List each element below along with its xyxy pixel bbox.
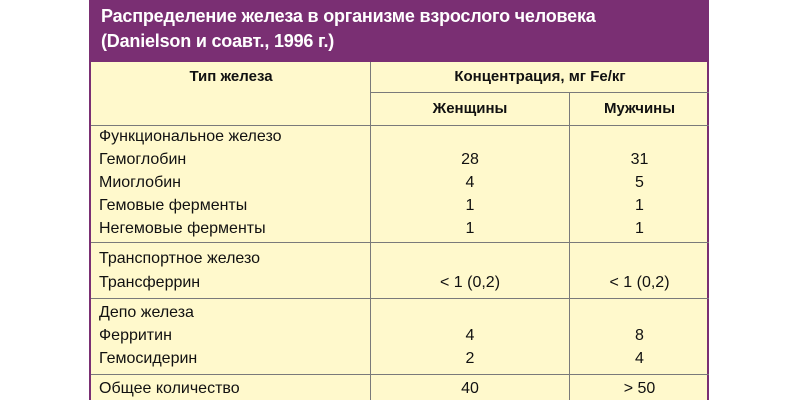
row-label-transferrin: Трансферрин — [99, 274, 201, 291]
table-title-line-2: (Danielson и соавт., 1996 г.) — [101, 31, 335, 51]
table-title-bar: Распределение железа в организме взросло… — [91, 0, 707, 62]
column-divider-type — [370, 62, 371, 400]
row-label-hemosiderin: Гемосидерин — [99, 350, 198, 367]
cell-hemosiderin-women: 2 — [465, 350, 475, 367]
cell-myoglobin-women: 4 — [465, 174, 475, 191]
cell-heme-enzymes-women: 1 — [465, 197, 475, 214]
header-men: Мужчины — [603, 100, 676, 117]
header-iron-type: Тип железа — [189, 68, 273, 85]
column-divider-sex — [569, 93, 570, 400]
cell-nonheme-enzymes-women: 1 — [465, 220, 475, 237]
cell-heme-enzymes-men: 1 — [635, 197, 644, 214]
cell-ferritin-women: 4 — [465, 327, 475, 344]
iron-distribution-table-card: Распределение железа в организме взросло… — [89, 0, 709, 400]
cell-nonheme-enzymes-men: 1 — [635, 220, 644, 237]
cell-transferrin-men: < 1 (0,2) — [609, 274, 670, 291]
row-label-ferritin: Ферритин — [99, 327, 172, 344]
group-divider-3 — [91, 374, 709, 375]
cell-hemosiderin-men: 4 — [635, 350, 644, 367]
group-divider-1 — [91, 242, 709, 243]
row-label-hemoglobin: Гемоглобин — [99, 151, 187, 168]
header-divider — [371, 92, 709, 93]
row-label-transport: Транспортное железо — [99, 250, 261, 267]
row-label-myoglobin: Миоглобин — [99, 174, 181, 191]
cell-hemoglobin-men: 31 — [630, 151, 649, 168]
group-divider-2 — [91, 298, 709, 299]
cell-ferritin-men: 8 — [635, 327, 644, 344]
cell-total-women: 40 — [461, 380, 479, 397]
cell-total-men: > 50 — [623, 380, 656, 397]
cell-hemoglobin-women: 28 — [461, 151, 479, 168]
row-label-depot: Депо железа — [99, 304, 194, 321]
cell-transferrin-women: < 1 (0,2) — [439, 274, 501, 291]
row-label-functional: Функциональное железо — [99, 128, 282, 145]
row-label-nonheme-enzymes: Негемовые ферменты — [99, 220, 266, 237]
row-label-heme-enzymes: Гемовые ферменты — [99, 197, 248, 214]
row-label-total: Общее количество — [99, 380, 240, 397]
header-bottom-border — [91, 125, 709, 126]
header-concentration: Концентрация, мг Fe/кг — [454, 68, 626, 85]
iron-distribution-table: Тип железа Концентрация, мг Fe/кг Женщин… — [91, 62, 709, 400]
table-title-line-1: Распределение железа в организме взросло… — [101, 6, 596, 26]
cell-myoglobin-men: 5 — [635, 174, 644, 191]
header-women: Женщины — [432, 100, 508, 117]
